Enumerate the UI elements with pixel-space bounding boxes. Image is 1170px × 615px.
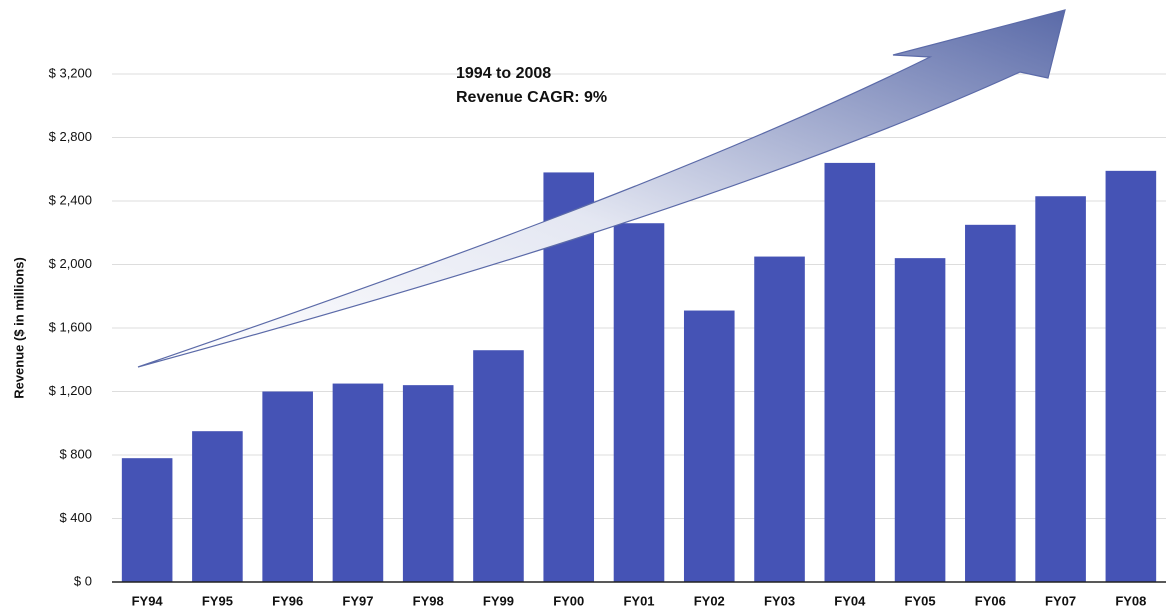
x-tick-label: FY02 <box>694 593 725 608</box>
x-tick-label: FY05 <box>905 593 936 608</box>
growth-arrow <box>137 9 1066 368</box>
x-tick-label: FY08 <box>1115 593 1146 608</box>
bar <box>754 256 805 582</box>
x-tick-label: FY00 <box>553 593 584 608</box>
bar <box>121 458 173 582</box>
annotation-line: Revenue CAGR: 9% <box>456 89 607 106</box>
x-tick-label: FY99 <box>483 593 514 608</box>
x-tick-label: FY96 <box>272 593 303 608</box>
y-axis-label: Revenue ($ in millions) <box>11 257 26 399</box>
y-tick-label: $ 400 <box>59 510 92 525</box>
x-tick-label: FY06 <box>975 593 1006 608</box>
y-tick-label: $ 3,200 <box>49 65 92 80</box>
y-tick-label: $ 800 <box>59 446 92 461</box>
bar <box>402 385 454 582</box>
bar <box>1035 196 1086 583</box>
bar <box>473 350 524 582</box>
y-tick-label: $ 2,800 <box>49 129 92 144</box>
x-tick-label: FY94 <box>132 593 164 608</box>
x-tick-label: FY01 <box>623 593 654 608</box>
y-tick-label: $ 1,200 <box>49 383 92 398</box>
bar <box>262 391 313 582</box>
bar <box>1105 170 1157 582</box>
x-tick-label: FY95 <box>202 593 233 608</box>
x-tick-label: FY03 <box>764 593 795 608</box>
bar <box>894 258 946 582</box>
bar <box>192 431 243 582</box>
annotation-line: 1994 to 2008 <box>456 65 551 82</box>
x-tick-label: FY04 <box>834 593 866 608</box>
y-tick-label: $ 2,000 <box>49 256 92 271</box>
y-tick-label: $ 2,400 <box>49 192 92 207</box>
bar <box>332 383 384 582</box>
y-tick-label: $ 1,600 <box>49 319 92 334</box>
bars <box>121 162 1157 583</box>
bar <box>824 162 876 582</box>
x-tick-label: FY07 <box>1045 593 1076 608</box>
x-tick-label: FY97 <box>342 593 373 608</box>
bar <box>965 224 1016 582</box>
x-tick-label: FY98 <box>413 593 444 608</box>
bar <box>683 310 735 582</box>
bar <box>613 223 665 582</box>
y-tick-label: $ 0 <box>74 573 92 588</box>
